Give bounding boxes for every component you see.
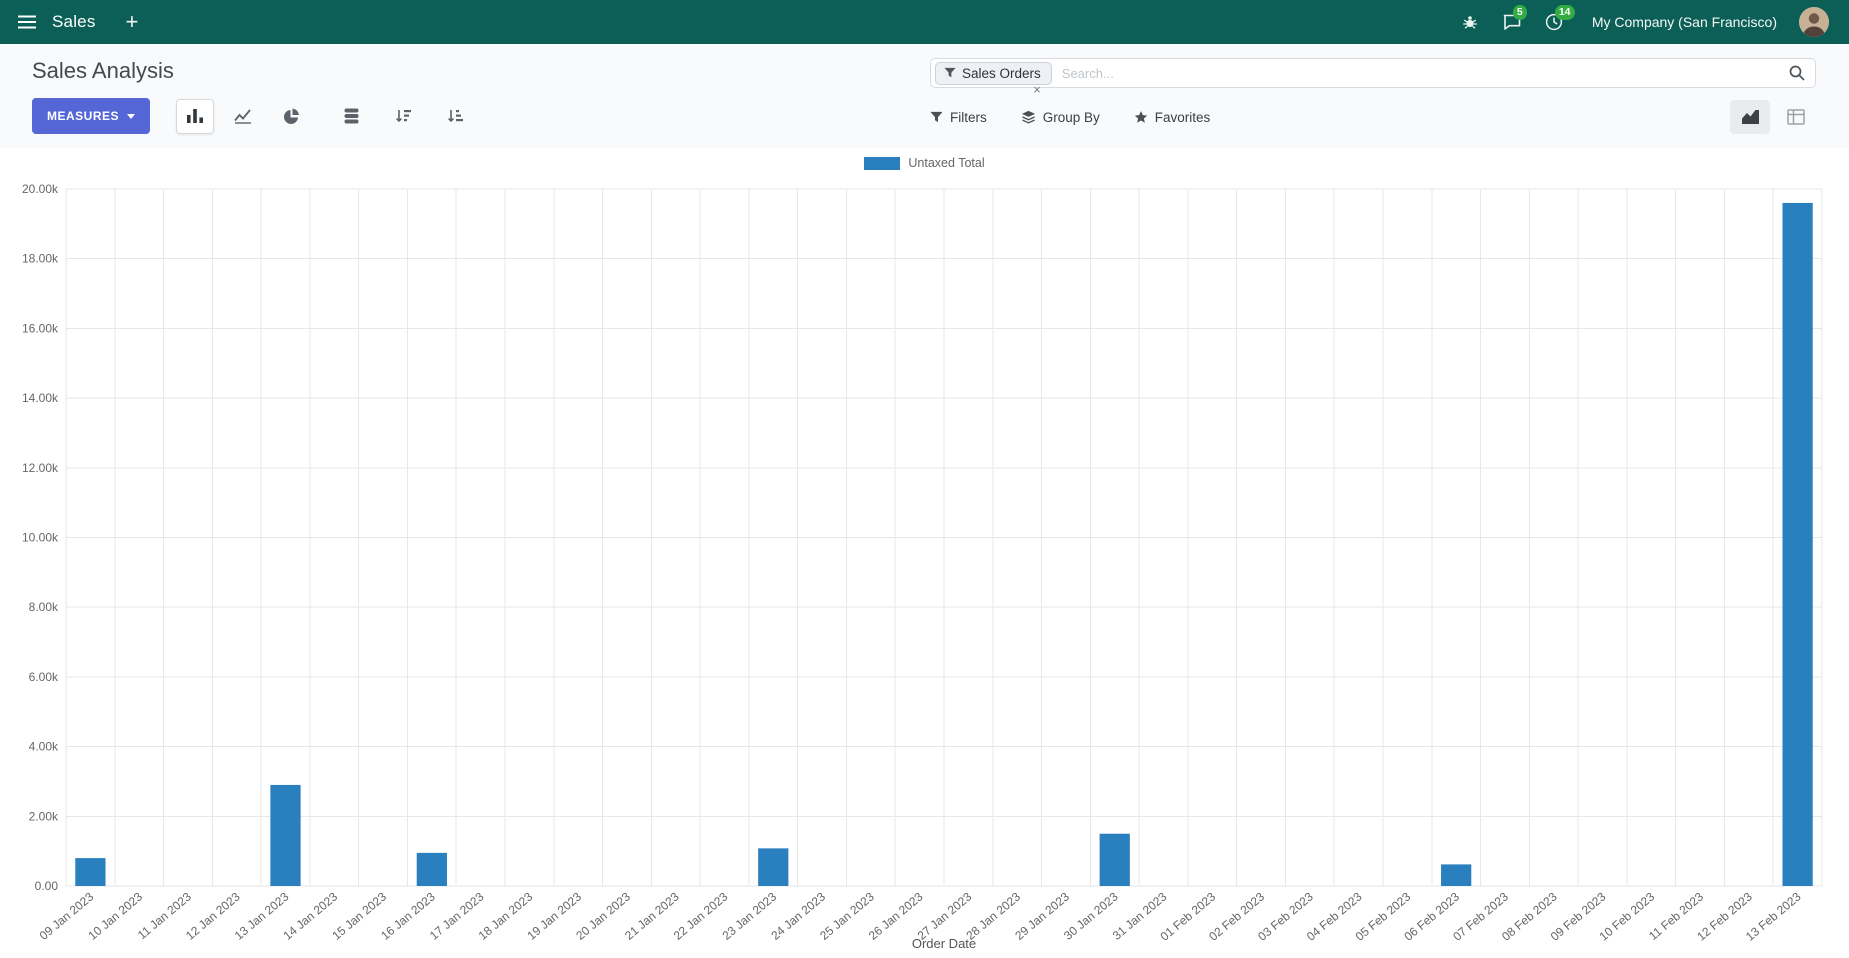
graph-view-button[interactable] xyxy=(1730,100,1770,134)
chart-options-group xyxy=(332,99,474,134)
y-tick-label: 20.00k xyxy=(22,182,59,196)
sort-descending-button[interactable] xyxy=(384,99,422,134)
messages-badge: 5 xyxy=(1512,5,1527,20)
activities-badge: 14 xyxy=(1554,5,1575,20)
area-chart-icon xyxy=(1741,110,1759,124)
bar-chart-icon xyxy=(187,109,204,123)
measures-button[interactable]: MEASURES xyxy=(32,98,151,134)
group-by-icon xyxy=(1021,110,1036,124)
facet-remove-icon[interactable]: × xyxy=(1033,81,1041,97)
chart-bar[interactable] xyxy=(1441,864,1472,886)
group-by-label: Group By xyxy=(1042,109,1100,125)
chart-bar[interactable] xyxy=(416,852,447,886)
chart-bar[interactable] xyxy=(270,784,301,886)
pie-chart-button[interactable] xyxy=(272,99,310,134)
pie-chart-icon xyxy=(283,108,299,124)
bar-chart-svg: 0.00 2.00k 4.00k 6.00k 8.00k 10.00k 12.00k 14.0… xyxy=(22,182,1823,951)
y-tick-label: 12.00k xyxy=(22,461,59,475)
y-tick-label: 2.00k xyxy=(29,809,59,823)
view-switcher xyxy=(1730,100,1816,134)
navbar-left: Sales + xyxy=(18,11,138,33)
control-panel-right: Sales Orders × Filters xyxy=(930,54,1816,140)
star-icon xyxy=(1134,110,1148,124)
stacked-icon xyxy=(344,108,359,124)
company-switcher[interactable]: My Company (San Francisco) xyxy=(1591,14,1777,30)
app-name[interactable]: Sales xyxy=(52,12,96,31)
stacked-toggle-button[interactable] xyxy=(332,99,370,134)
sort-ascending-icon xyxy=(447,109,463,122)
apps-menu-icon[interactable] xyxy=(18,14,38,30)
sort-descending-icon xyxy=(395,109,411,122)
legend-label: Untaxed Total xyxy=(908,156,985,170)
y-tick-label: 6.00k xyxy=(29,670,59,684)
chart-bar[interactable] xyxy=(758,848,789,886)
clock-icon xyxy=(1545,13,1562,31)
control-panel-left: Sales Analysis MEASURES xyxy=(32,54,902,140)
filter-icon xyxy=(944,67,956,79)
favorites-button[interactable]: Favorites xyxy=(1134,109,1211,125)
y-tick-label: 18.00k xyxy=(22,252,59,266)
group-by-button[interactable]: Group By xyxy=(1021,110,1100,125)
y-tick-label: 14.00k xyxy=(22,391,59,405)
filters-label: Filters xyxy=(950,109,987,125)
y-tick-label: 10.00k xyxy=(22,531,59,545)
user-avatar[interactable] xyxy=(1799,7,1829,37)
chart-area: Untaxed Total 0.00 2.00k 4.00k 6.00k 8.00k 10… xyxy=(0,148,1849,958)
line-chart-button[interactable] xyxy=(224,99,262,134)
search-input[interactable] xyxy=(1059,64,1781,82)
view-controls: MEASURES xyxy=(32,96,902,136)
legend-swatch xyxy=(864,156,901,170)
facet-label: Sales Orders xyxy=(962,65,1041,81)
favorites-label: Favorites xyxy=(1154,109,1211,125)
chart-bar[interactable] xyxy=(1099,833,1130,886)
control-panel: Sales Analysis MEASURES xyxy=(0,44,1849,148)
activities-button[interactable]: 14 xyxy=(1544,5,1575,32)
bug-icon[interactable] xyxy=(1460,12,1480,32)
y-tick-label: 0.00 xyxy=(35,879,59,893)
pivot-table-icon xyxy=(1787,109,1805,125)
y-tick-label: 16.00k xyxy=(22,321,59,335)
line-chart-icon xyxy=(234,109,252,124)
filters-button[interactable]: Filters xyxy=(930,110,987,125)
top-navbar: Sales + 5 14 My Company (San Francisco) xyxy=(0,0,1849,44)
caret-down-icon xyxy=(127,113,136,119)
sort-ascending-button[interactable] xyxy=(436,99,474,134)
pivot-view-button[interactable] xyxy=(1776,100,1816,134)
navbar-systray: 5 14 My Company (San Francisco) xyxy=(1460,5,1829,37)
chart-bar[interactable] xyxy=(1782,202,1813,886)
chart-type-group xyxy=(176,98,310,134)
x-tick-label: 10 Jan 2023 xyxy=(85,889,145,942)
search-icon[interactable] xyxy=(1789,65,1805,81)
chart-legend[interactable]: Untaxed Total xyxy=(0,148,1849,178)
y-tick-label: 4.00k xyxy=(29,740,59,754)
messages-button[interactable]: 5 xyxy=(1502,5,1527,32)
filters-icon xyxy=(930,111,943,124)
y-tick-label: 8.00k xyxy=(29,600,59,614)
page-title: Sales Analysis xyxy=(32,58,174,83)
chart-bar[interactable] xyxy=(75,858,106,886)
bar-chart-button[interactable] xyxy=(176,98,215,134)
plus-icon[interactable]: + xyxy=(125,9,139,34)
x-axis-title: Order Date xyxy=(912,936,976,951)
measures-label: MEASURES xyxy=(47,109,120,123)
search-options-row: Filters Group By Favorites xyxy=(930,98,1816,136)
search-bar[interactable]: Sales Orders × xyxy=(930,58,1816,96)
search-facet[interactable]: Sales Orders × xyxy=(935,61,1052,96)
